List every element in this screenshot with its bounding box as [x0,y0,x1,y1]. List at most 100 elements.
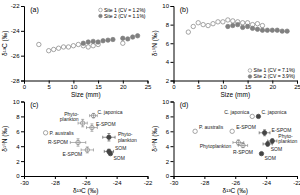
point [101,39,105,43]
point [106,38,110,42]
tick: 10 [162,3,173,9]
point [47,49,51,53]
x-axis-title: δ¹³C (‰) [73,187,98,195]
point [260,23,264,27]
series [81,34,140,46]
y-error-bar [241,143,244,147]
legend: Site 1 (CV = 7.1%)Site 2 (CV = 3.9%) [248,67,295,79]
tick: 5 [48,81,52,91]
tick: -28 [51,176,60,186]
annotation: Phytoplankton [200,143,232,149]
y-error-bar [77,139,80,146]
y-error-bar [266,142,269,146]
series [103,134,115,156]
tick-label: -22 [11,3,20,9]
tick-label: 0 [23,84,27,90]
point [255,21,259,25]
annotation-line: SOM [115,145,126,151]
tick-label: -24 [113,180,122,186]
tick: 10 [13,99,24,105]
tick: 0 [172,81,176,91]
plot-area [37,34,140,53]
point [91,39,95,43]
tick: 10 [71,81,78,91]
axis: 0246810 [162,99,174,180]
tick-label: 4 [166,59,170,65]
annotations: C. japonicaP. australisE-SPOMPhytoplankt… [199,109,297,160]
tick: 10 [220,81,227,91]
tick: -24 [11,28,24,34]
annotation-line: E-SPOM [96,121,116,127]
y-error-bar [86,147,89,153]
tick-label: 20 [269,84,276,90]
annotation: P. australis [50,130,75,136]
axis-line [171,7,175,82]
panel: -30-28-26-24-220246810δ¹³C (‰)δ¹⁵N (‰)C.… [1,99,153,195]
tick-label: 6 [166,41,170,47]
legend-label: Site 2 (CV = 3.9%) [253,73,295,79]
tick-label: 2 [16,159,20,165]
tick-label: 6 [16,129,20,135]
tick-mark [117,176,118,179]
tick-label: 6 [166,129,170,135]
annotation: E-SPOM [96,121,116,127]
panel: 0510152025246810Size (mm)δ¹⁵N (‰)(b)Site… [151,3,300,99]
tick: -26 [231,176,240,186]
point [226,24,230,28]
point [61,45,65,49]
legend-label: Site 2 (CV = 1.1%) [104,13,146,19]
tick-mark [73,81,74,84]
point [201,22,205,26]
tick-mark [272,81,273,84]
point [90,125,94,129]
tick-label: 8 [16,114,20,120]
tick-label: 15 [95,84,102,90]
tick-label: -26 [82,180,91,186]
tick-mark [21,81,24,82]
plot-area [193,114,277,156]
tick: -24 [113,176,122,186]
annotations: C. japonicaPhyto-planktonE-SPOMP. austra… [48,109,137,161]
point [241,143,245,147]
point [91,44,95,48]
panel: -30-28-26-24-220246810δ¹³C (‰)δ¹⁵N (‰)C.… [151,99,300,195]
tick-label: 0 [16,173,20,179]
tick: -28 [11,78,24,84]
y-error-bar [81,119,84,126]
point [270,28,274,32]
point [71,44,75,48]
tick-label: 8 [166,114,170,120]
tick-mark [171,43,174,44]
point [221,20,225,24]
tick-mark [204,176,205,179]
tick-mark [297,81,298,84]
axis: 0 2 4 6 8 10 [13,99,25,180]
series [226,22,290,33]
figure: 0510152025-28-26-24-22Size (mm)δ¹³C (‰)(… [0,0,300,195]
annotation: Phyto-plankton [278,133,297,145]
tick-mark [171,176,174,177]
tick-mark [86,176,87,179]
point [193,129,197,133]
tick: 6 [16,129,24,135]
annotation: Phyto-plankton [118,131,137,143]
annotation: C. japonica [224,109,249,115]
annotation: E-SPOM [236,124,256,130]
tick-label: 20 [120,84,127,90]
tick-mark [171,25,174,26]
y-error-bar [271,139,274,143]
point [76,42,80,46]
annotation: SOM [115,145,126,151]
annotation-line: R-SPOM [233,149,253,155]
point [236,140,240,144]
point [255,27,259,31]
tick-label: 4 [16,144,20,150]
annotation-line: plankton [60,116,79,122]
point [108,151,112,155]
series [37,41,125,53]
panel-title: (a) [30,6,39,14]
tick-label: 5 [197,84,201,90]
point [107,135,111,139]
point [86,45,90,49]
annotation-line: E-SPOM [236,124,256,130]
